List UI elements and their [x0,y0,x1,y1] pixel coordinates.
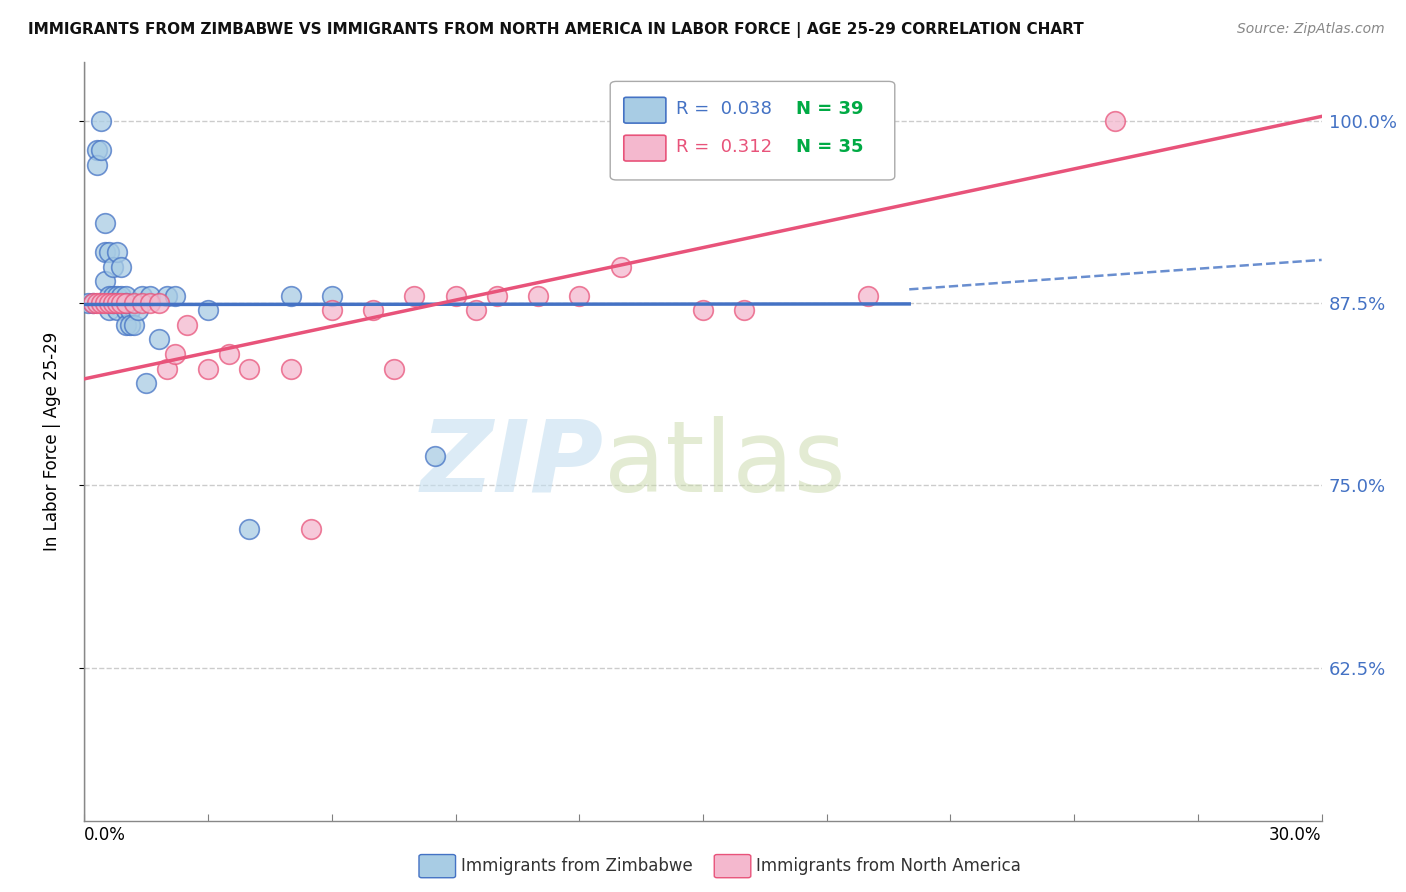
Point [90,296,112,310]
Point [110,296,132,310]
Text: 0.0%: 0.0% [84,827,127,845]
FancyBboxPatch shape [610,81,894,180]
Point [98,244,121,259]
Point [139,289,162,303]
Point [485,289,508,303]
Point [118,303,141,318]
Point [423,449,446,463]
Point [122,296,145,310]
Point [82,296,104,310]
Point [110,289,132,303]
Point [103,296,125,310]
Point [103,296,125,310]
Point [105,289,128,303]
Point [98,289,121,303]
Point [733,303,755,318]
Point [131,289,153,303]
FancyBboxPatch shape [624,97,666,123]
Point [127,303,149,318]
Point [103,260,125,274]
Point [114,318,136,332]
Point [139,296,162,310]
Point [98,296,121,310]
Point [404,289,426,303]
Text: R =  0.038: R = 0.038 [676,101,772,119]
Text: IMMIGRANTS FROM ZIMBABWE VS IMMIGRANTS FROM NORTH AMERICA IN LABOR FORCE | AGE 2: IMMIGRANTS FROM ZIMBABWE VS IMMIGRANTS F… [28,22,1084,38]
Text: Immigrants from North America: Immigrants from North America [756,857,1021,875]
FancyBboxPatch shape [624,136,666,161]
Point [103,289,125,303]
Point [238,361,260,376]
Point [77,296,100,310]
Point [98,303,121,318]
Point [86,296,108,310]
Point [527,289,550,303]
Point [218,347,240,361]
Text: ZIP: ZIP [420,416,605,513]
Point [156,289,179,303]
Text: Source: ZipAtlas.com: Source: ZipAtlas.com [1237,22,1385,37]
Point [122,318,145,332]
Point [105,303,128,318]
Point [299,522,322,536]
Text: Immigrants from Zimbabwe: Immigrants from Zimbabwe [461,857,693,875]
Point [165,347,187,361]
Point [90,113,112,128]
Point [94,244,117,259]
Point [165,289,187,303]
Point [280,361,302,376]
Point [131,296,153,310]
Point [568,289,591,303]
Point [444,289,467,303]
Point [148,333,170,347]
Text: N = 35: N = 35 [796,138,863,156]
Text: R =  0.312: R = 0.312 [676,138,772,156]
Point [110,260,132,274]
Point [105,296,128,310]
Y-axis label: In Labor Force | Age 25-29: In Labor Force | Age 25-29 [42,332,60,551]
Point [94,216,117,230]
Point [114,296,136,310]
Point [148,296,170,310]
Point [609,260,631,274]
Point [114,296,136,310]
Point [156,361,179,376]
Point [321,289,343,303]
Point [321,303,343,318]
Point [94,296,117,310]
Point [238,522,260,536]
Point [692,303,714,318]
Point [114,289,136,303]
Point [114,303,136,318]
Text: N = 39: N = 39 [796,101,863,119]
Point [856,289,879,303]
Point [86,143,108,157]
Text: atlas: atlas [605,416,845,513]
Point [1104,113,1126,128]
Point [176,318,198,332]
Point [90,143,112,157]
Point [197,361,219,376]
Point [94,274,117,288]
Point [86,157,108,171]
Point [135,376,157,391]
Point [118,318,141,332]
Point [361,303,384,318]
Point [382,361,405,376]
Point [197,303,219,318]
Point [105,244,128,259]
Point [465,303,488,318]
Text: 30.0%: 30.0% [1270,827,1322,845]
Point [82,296,104,310]
Point [280,289,302,303]
